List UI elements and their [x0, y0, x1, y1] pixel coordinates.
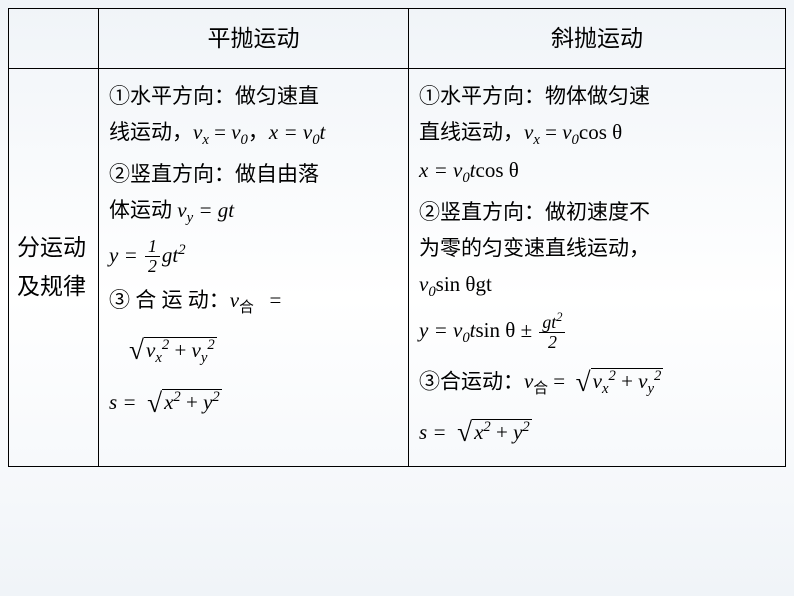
horizontal-projectile-cell: ①水平方向：做匀速直 线运动，vx = v0，x = v0t ②竖直方向：做自由… — [99, 69, 409, 467]
oh-line2: 直线运动，vx = v0cos θ — [419, 115, 775, 153]
ov-line1: ②竖直方向：做初速度不 — [419, 195, 775, 231]
v-line1: ②竖直方向：做自由落 — [109, 157, 398, 193]
header-empty — [9, 9, 99, 69]
ov-formula: v0sin θgt — [419, 267, 775, 305]
ov-line2: 为零的匀变速直线运动， — [419, 231, 775, 267]
ox-equation: x = v0tcos θ — [419, 153, 775, 191]
v-line2: 体运动 vy = gt — [109, 193, 398, 231]
projectile-motion-table: 平抛运动 斜抛运动 分运动 及规律 ①水平方向：做匀速直 线运动，vx = v0… — [8, 8, 786, 467]
y-equation: y = 12gt2 — [109, 237, 398, 277]
row-label-line2: 及规律 — [17, 274, 86, 299]
row-label: 分运动 及规律 — [9, 69, 99, 467]
h-line1: ①水平方向：做匀速直 — [109, 79, 398, 115]
oy-equation: y = v0tsin θ ± gt22 — [419, 311, 775, 353]
header-row: 平抛运动 斜抛运动 — [9, 9, 786, 69]
oblique-projectile-cell: ①水平方向：物体做匀速 直线运动，vx = v0cos θ x = v0tcos… — [409, 69, 786, 467]
oh-line1: ①水平方向：物体做匀速 — [419, 79, 775, 115]
combined-line: ③ 合 运 动：v合 = — [109, 283, 398, 321]
os-equation: s = x2 + y2 — [419, 409, 775, 455]
oc-line: ③合运动：v合 = vx2 + vy2 — [419, 359, 775, 405]
content-row: 分运动 及规律 ①水平方向：做匀速直 线运动，vx = v0，x = v0t ②… — [9, 69, 786, 467]
s-equation: s = x2 + y2 — [109, 380, 398, 426]
header-horizontal-projectile: 平抛运动 — [99, 9, 409, 69]
row-label-line1: 分运动 — [17, 235, 86, 260]
header-oblique-projectile: 斜抛运动 — [409, 9, 786, 69]
h-line2: 线运动，vx = v0，x = v0t — [109, 115, 398, 153]
v-sqrt: vx2 + vy2 — [129, 327, 398, 373]
